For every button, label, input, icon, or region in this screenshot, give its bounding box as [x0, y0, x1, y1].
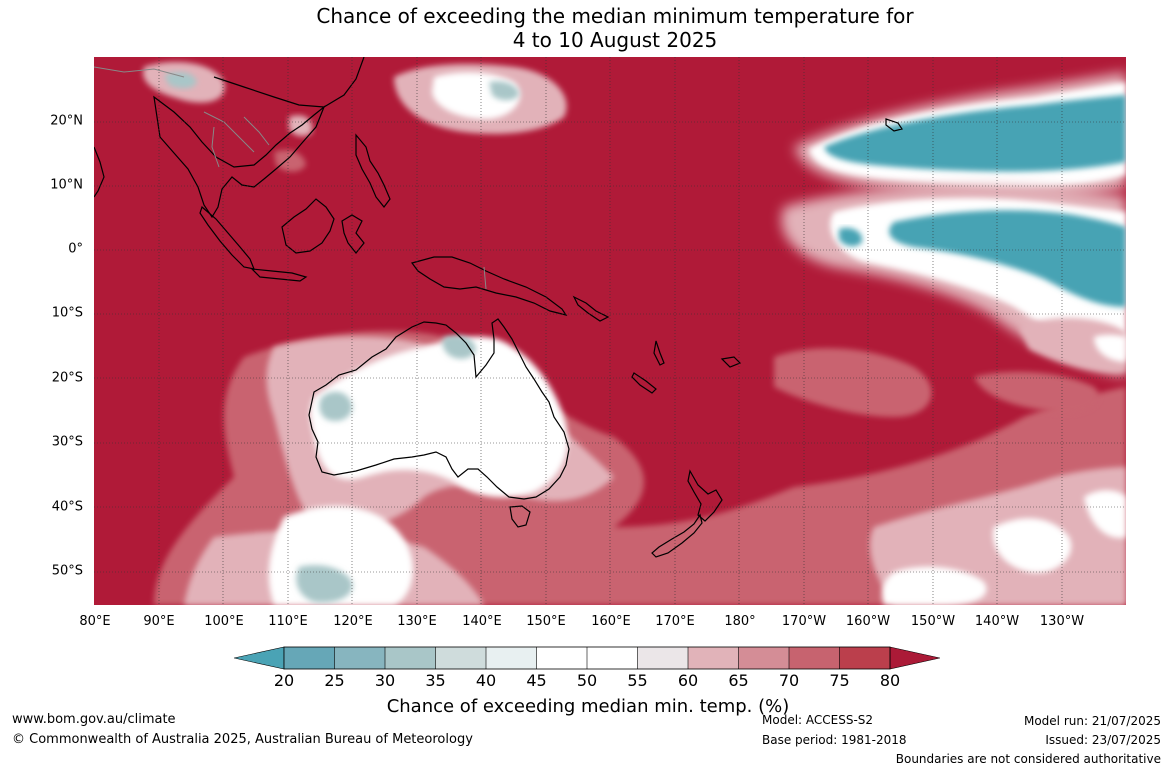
colorbar-arrow-low: [234, 646, 285, 670]
lat-label-0: 0°: [68, 241, 83, 257]
colorbar-title: Chance of exceeding median min. temp. (%…: [386, 696, 790, 717]
tasmania-coastline: [509, 505, 531, 528]
probability-map: [94, 57, 1126, 605]
copyright-text: © Commonwealth of Australia 2025, Austra…: [12, 732, 473, 747]
sumatra-coastline: [199, 205, 255, 270]
colorbar-segment-55-60: [637, 647, 688, 669]
sulawesi-coastline: [341, 214, 365, 254]
website-link[interactable]: www.bom.gov.au/climate: [12, 712, 176, 727]
lon-label-140e: 140°E: [462, 614, 502, 629]
map-svg: [94, 57, 1126, 605]
colorbar-segment-20-25: [284, 647, 335, 669]
title-line-2: 4 to 10 August 2025: [512, 28, 718, 52]
borneo-coastline: [281, 198, 335, 254]
colorbar-tick-55: 55: [627, 671, 648, 690]
graticule: [94, 57, 1126, 605]
java-coastline: [250, 268, 308, 282]
colorbar-tick-35: 35: [425, 671, 446, 690]
lat-label-30s: 30°S: [51, 434, 83, 450]
colorbar-segment-60-65: [688, 647, 739, 669]
colorbar: [234, 646, 940, 670]
lat-label-40s: 40°S: [51, 499, 83, 515]
philippines-coastline: [355, 133, 391, 208]
colorbar-arrow-high: [889, 646, 940, 670]
colorbar-segment-45-50: [536, 647, 587, 669]
disclaimer-text: Boundaries are not considered authoritat…: [895, 752, 1161, 766]
coastlines: [94, 57, 903, 558]
lon-label-80e: 80°E: [79, 614, 111, 629]
lat-label-20s: 20°S: [51, 370, 83, 386]
lat-label-20n: 20°N: [50, 113, 83, 129]
south-pacific-patches: [774, 317, 1126, 417]
colorbar-segment-30-35: [385, 647, 436, 669]
vanuatu-coastline: [653, 340, 665, 366]
lon-label-150w: 150°W: [910, 614, 956, 629]
india-coastline: [94, 146, 105, 198]
colorbar-segment-70-75: [789, 647, 840, 669]
lon-label-130e: 130°E: [397, 614, 437, 629]
lon-label-90e: 90°E: [143, 614, 175, 629]
lat-label-50s: 50°S: [51, 563, 83, 579]
lon-label-120e: 120°E: [333, 614, 373, 629]
model-run-text: Model run: 21/07/2025: [1023, 714, 1161, 728]
nz-north-coastline: [687, 469, 723, 522]
issued-text: Issued: 23/07/2025: [1045, 733, 1161, 747]
colorbar-dividers: [334, 647, 840, 669]
lon-label-100e: 100°E: [204, 614, 244, 629]
colorbar-tick-25: 25: [324, 671, 345, 690]
lon-label-140w: 140°W: [974, 614, 1020, 629]
colorbar-segment-40-45: [486, 647, 537, 669]
colorbar-tick-45: 45: [526, 671, 547, 690]
colorbar-segment-65-70: [738, 647, 789, 669]
lat-label-10n: 10°N: [50, 177, 83, 193]
lon-label-180: 180°: [724, 614, 756, 629]
colorbar-tick-75: 75: [829, 671, 850, 690]
lon-label-110e: 110°E: [268, 614, 308, 629]
new-caledonia-coastline: [631, 372, 657, 394]
lon-label-150e: 150°E: [526, 614, 566, 629]
pacific-cool-band-north: [794, 72, 1126, 199]
australia-interior: [310, 335, 568, 498]
colorbar-tick-70: 70: [778, 671, 800, 690]
colorbar-tick-60: 60: [677, 671, 699, 690]
asia-patches: [143, 62, 567, 172]
colorbar-segment-35-40: [435, 647, 486, 669]
model-text: Model: ACCESS-S2: [762, 713, 874, 727]
colorbar-tick-30: 30: [374, 671, 396, 690]
australia-coastline: [308, 318, 570, 500]
lon-label-170w: 170°W: [781, 614, 827, 629]
colorbar-segment-75-80: [839, 647, 890, 669]
lon-label-130w: 130°W: [1039, 614, 1085, 629]
base-period-text: Base period: 1981-2018: [762, 733, 907, 747]
title-line-1: Chance of exceeding the median minimum t…: [316, 4, 914, 28]
colorbar-tick-65: 65: [728, 671, 749, 690]
colorbar-tick-80: 80: [879, 671, 901, 690]
china-coastline: [213, 57, 365, 108]
fiji-coastline: [720, 356, 742, 368]
nz-south-coastline: [651, 513, 703, 558]
colorbar-tick-20: 20: [273, 671, 295, 690]
hawaii-coastline: [885, 118, 903, 132]
colorbar-segment-25-30: [334, 647, 385, 669]
map-title: Chance of exceeding the median minimum t…: [0, 4, 1173, 52]
lon-label-160e: 160°E: [591, 614, 631, 629]
new-guinea-coastline: [410, 256, 568, 316]
lon-label-170e: 170°E: [655, 614, 695, 629]
colorbar-tick-40: 40: [475, 671, 497, 690]
solomon-islands-coastline: [572, 295, 610, 322]
colorbar-tick-50: 50: [576, 671, 598, 690]
indochina-coastline: [153, 95, 326, 219]
lat-label-10s: 10°S: [51, 305, 83, 321]
country-borders: [94, 66, 487, 290]
colorbar-segment-50-55: [587, 647, 638, 669]
lon-label-160w: 160°W: [845, 614, 891, 629]
